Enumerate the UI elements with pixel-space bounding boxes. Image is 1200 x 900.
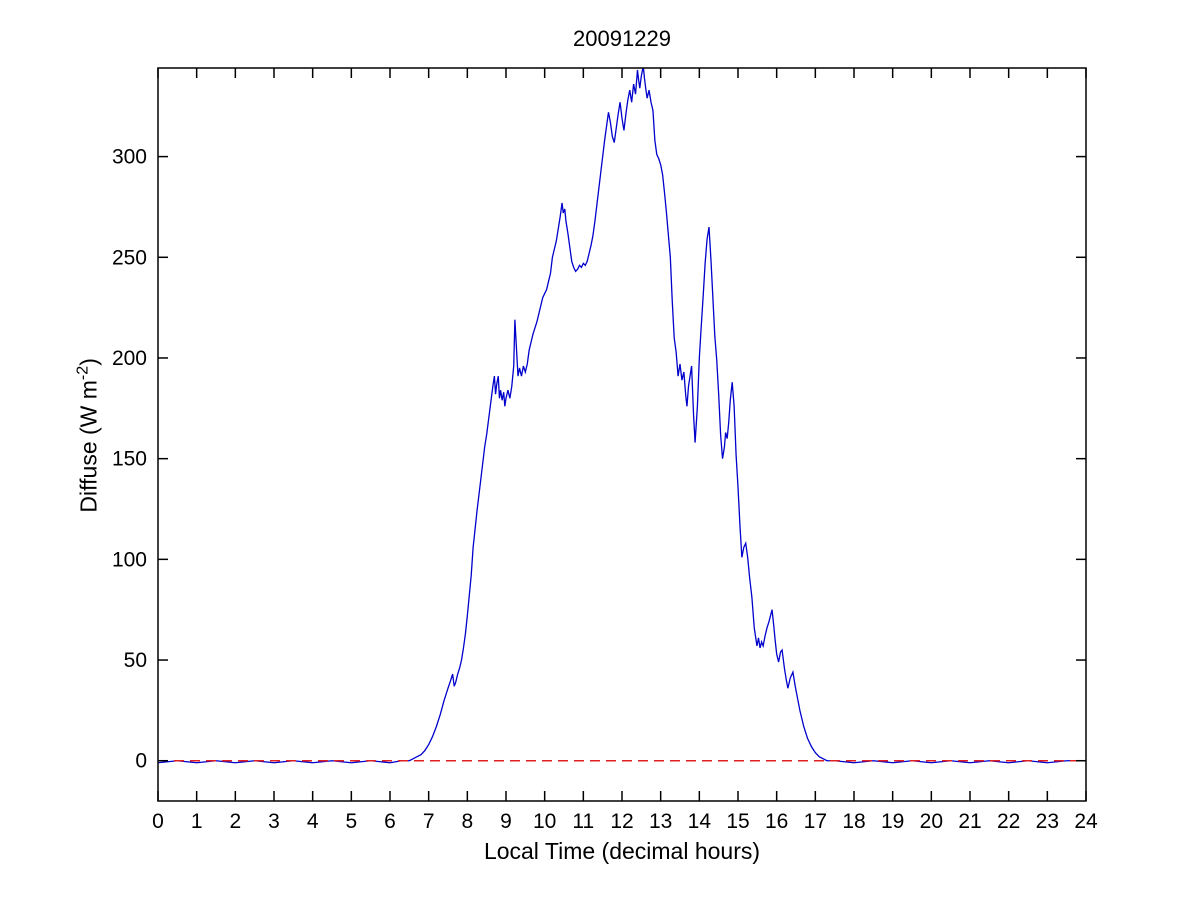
y-tick-label: 300: [112, 146, 147, 169]
x-tick-label: 6: [384, 810, 396, 833]
y-axis-label: Diffuse (W m-2): [74, 235, 103, 635]
x-tick-label: 3: [268, 810, 280, 833]
y-tick-label: 150: [112, 448, 147, 471]
x-tick-label: 9: [500, 810, 512, 833]
x-tick-label: 23: [1036, 810, 1059, 833]
y-tick-label: 200: [112, 347, 147, 370]
x-tick-label: 7: [423, 810, 435, 833]
x-tick-label: 24: [1074, 810, 1098, 833]
x-tick-label: 8: [461, 810, 473, 833]
x-tick-label: 19: [881, 810, 904, 833]
y-tick-label: 250: [112, 246, 147, 269]
plot-frame: [157, 67, 1087, 802]
y-axis-label-text: Diffuse (W m: [75, 380, 102, 513]
x-tick-label: 13: [649, 810, 672, 833]
x-tick-label: 1: [191, 810, 203, 833]
diffuse-line: [158, 68, 1086, 764]
y-axis-label-suffix: ): [75, 358, 102, 366]
y-tick-label: 100: [112, 548, 147, 571]
x-tick-label: 16: [765, 810, 788, 833]
x-tick-label: 4: [307, 810, 319, 833]
x-tick-label: 22: [997, 810, 1020, 833]
y-tick-label: 50: [124, 649, 147, 672]
chart-title: 20091229: [573, 26, 671, 51]
y-axis-label-superscript: -2: [73, 365, 92, 381]
x-tick-label: 15: [726, 810, 749, 833]
x-axis-label: Local Time (decimal hours): [483, 838, 761, 864]
x-tick-label: 18: [842, 810, 865, 833]
x-tick-label: 10: [533, 810, 556, 833]
x-tick-label: 20: [920, 810, 943, 833]
x-tick-label: 17: [804, 810, 827, 833]
x-tick-label: 12: [610, 810, 633, 833]
x-tick-label: 0: [152, 810, 164, 833]
x-tick-label: 11: [572, 810, 594, 833]
x-tick-label: 2: [229, 810, 241, 833]
x-tick-label: 5: [345, 810, 357, 833]
x-tick-label: 14: [688, 810, 712, 833]
y-tick-label: 0: [135, 750, 147, 773]
x-tick-label: 21: [958, 810, 981, 833]
